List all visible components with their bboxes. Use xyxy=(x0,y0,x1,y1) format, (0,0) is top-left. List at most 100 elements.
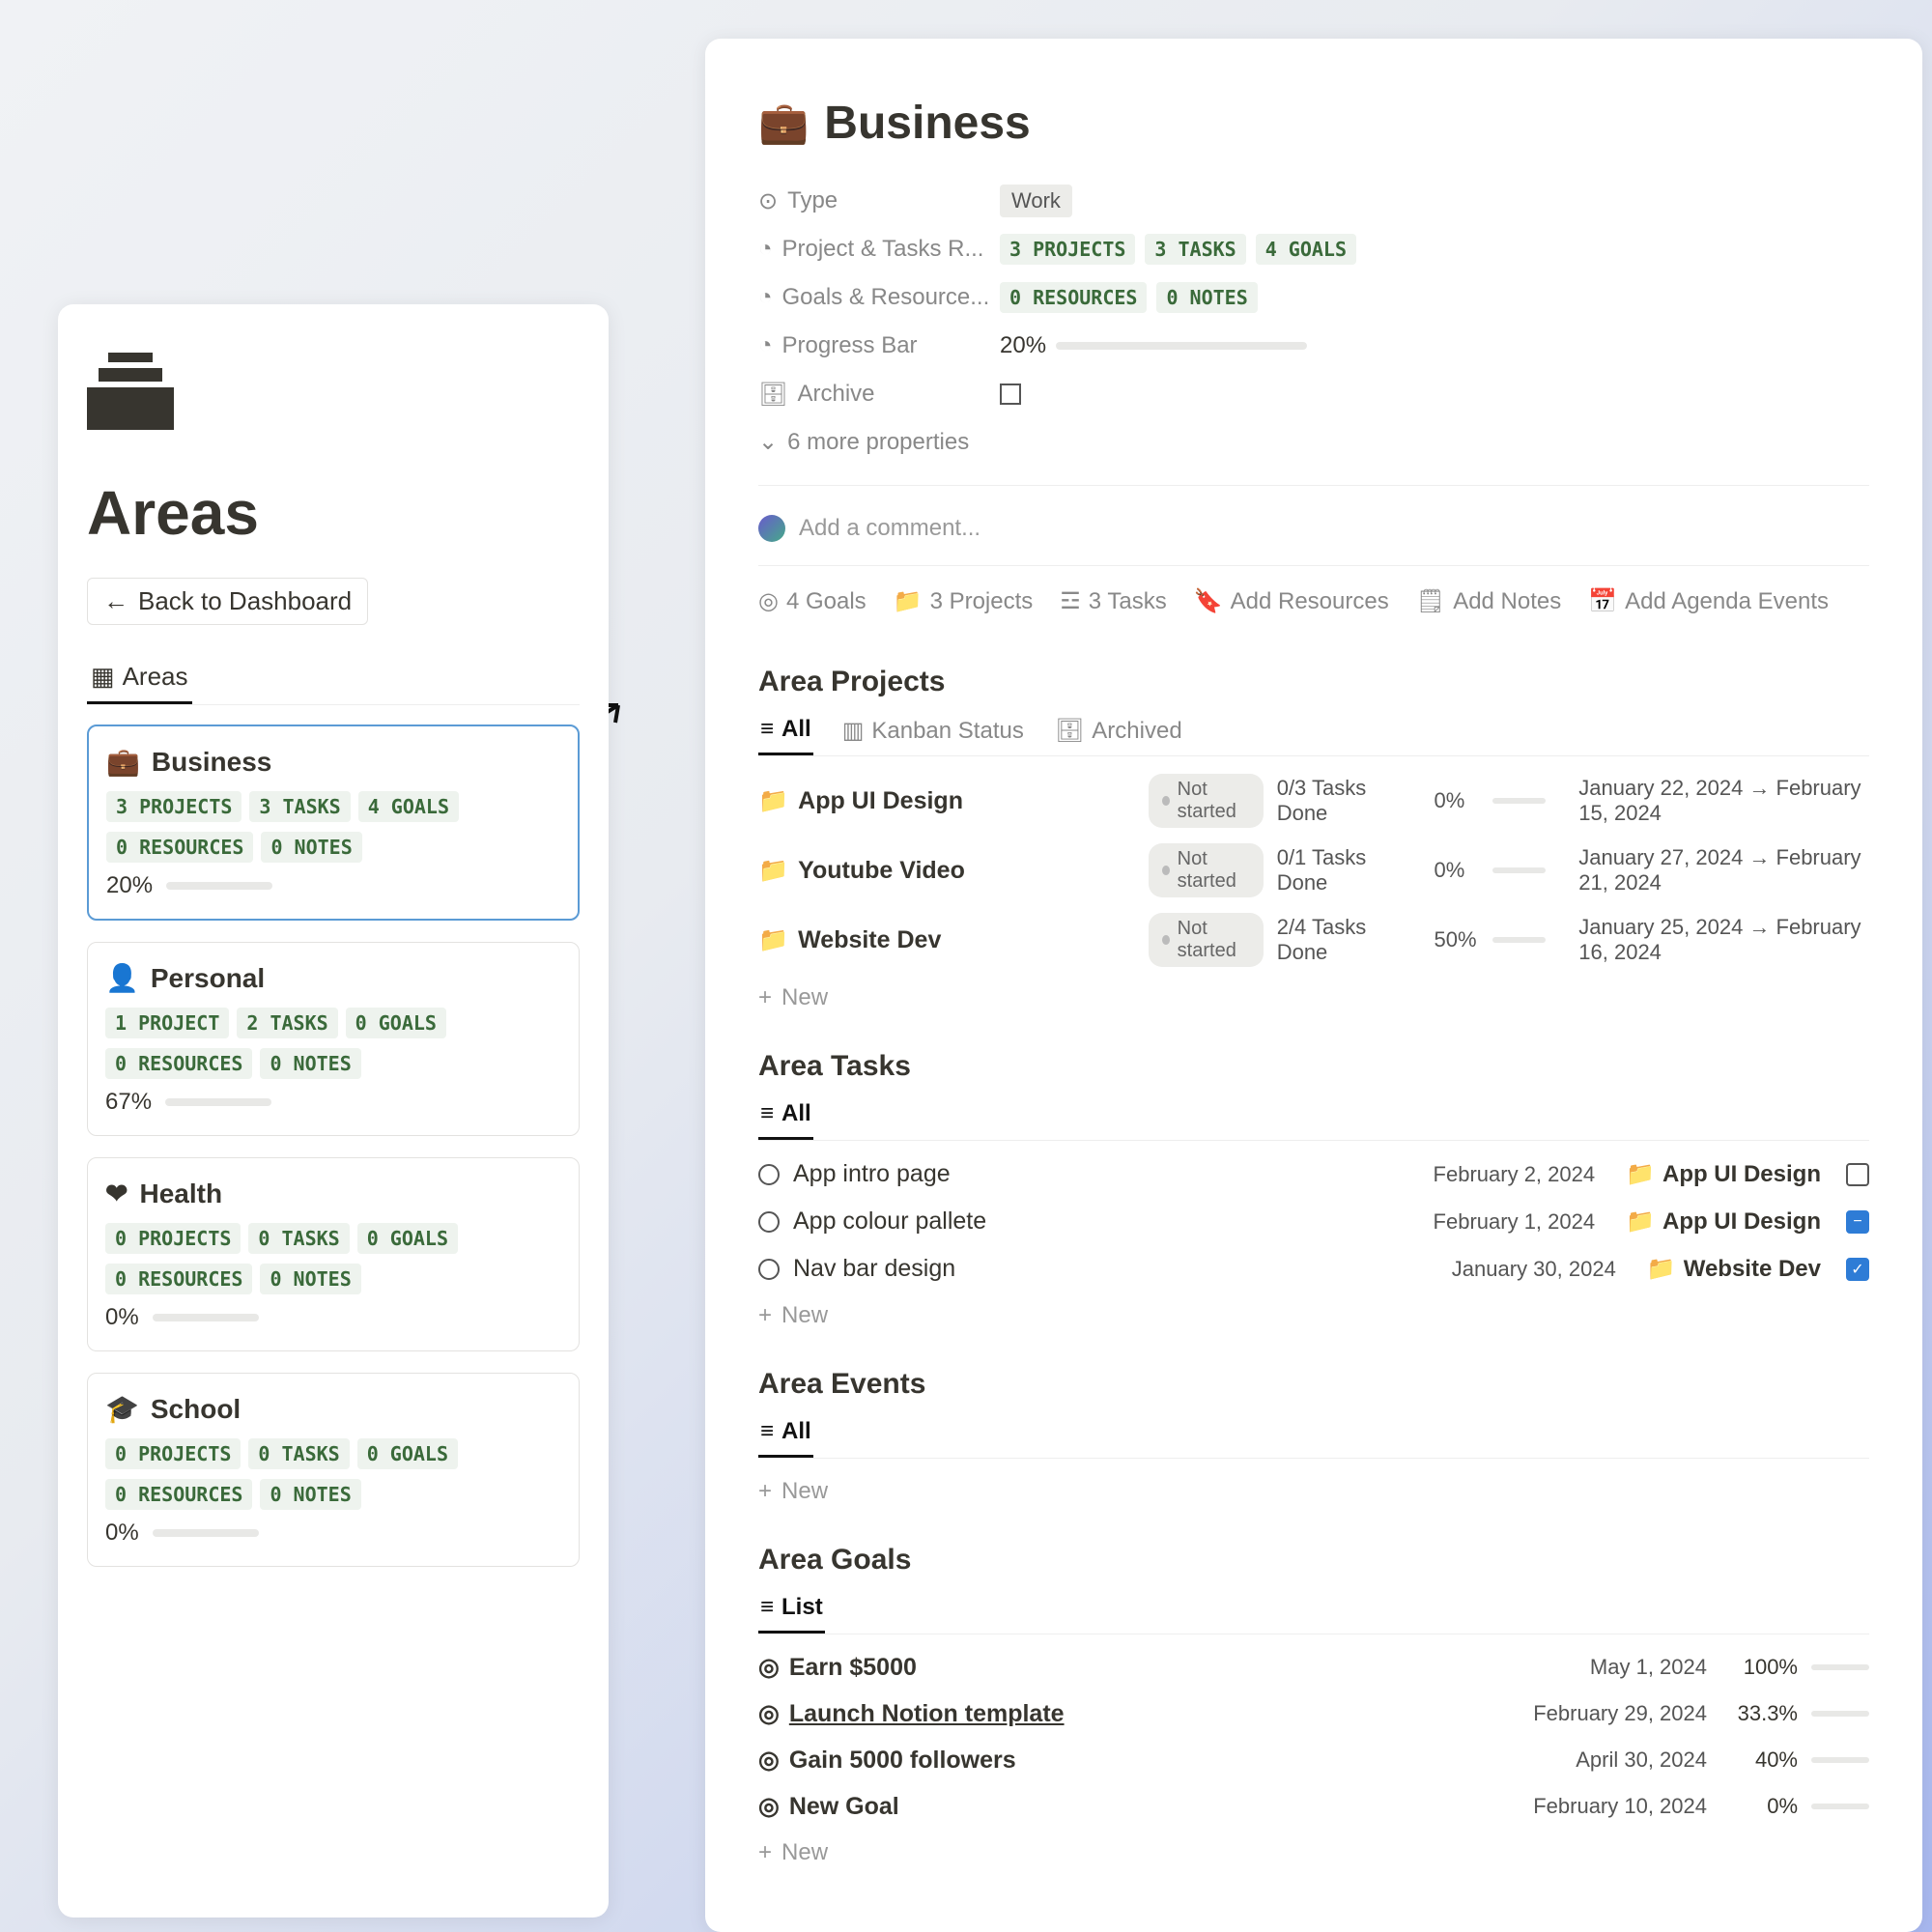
goals-new[interactable]: +New xyxy=(758,1830,1869,1876)
task-project[interactable]: 📁App UI Design xyxy=(1626,1208,1821,1236)
status-badge: Not started xyxy=(1149,774,1264,828)
stat-badge: 0 TASKS xyxy=(248,1223,349,1254)
goal-date: February 10, 2024 xyxy=(1485,1794,1707,1819)
checkbox[interactable]: ✓ xyxy=(1846,1258,1869,1281)
avatar xyxy=(758,515,785,542)
stat-badge: 0 RESOURCES xyxy=(105,1048,252,1079)
pct: 0% xyxy=(1434,788,1479,813)
areas-title: Areas xyxy=(87,477,580,549)
stat-badge: 4 GOALS xyxy=(1256,234,1356,265)
add-comment-row[interactable]: Add a comment... xyxy=(758,505,1869,566)
folder-icon: 📁 xyxy=(1626,1208,1655,1236)
stat-badge: 4 GOALS xyxy=(358,791,459,822)
area-card[interactable]: 👤Personal 1 PROJECT2 TASKS0 GOALS0 RESOU… xyxy=(87,942,580,1136)
date-range: January 25, 2024 → February 16, 2024 xyxy=(1578,915,1869,965)
projects-new[interactable]: +New xyxy=(758,975,1869,1021)
area-card[interactable]: 💼 Business 3 PROJECTS3 TASKS 4 GOALS 0 RESO… xyxy=(87,724,580,921)
quick-link[interactable]: 🗒Add Notes xyxy=(1416,587,1562,615)
quick-link[interactable]: 📁3 Projects xyxy=(894,587,1034,615)
events-new[interactable]: +New xyxy=(758,1468,1869,1515)
card-icon: 👤 xyxy=(105,962,139,994)
goal-row[interactable]: ◎Launch Notion template February 29, 202… xyxy=(758,1690,1869,1737)
tab-areas-label: Areas xyxy=(123,662,188,692)
area-card[interactable]: 🎓School 0 PROJECTS0 TASKS0 GOALS0 RESOUR… xyxy=(87,1373,580,1567)
comment-placeholder: Add a comment... xyxy=(799,515,980,542)
prop-progress[interactable]: ◔Progress Bar 20% xyxy=(758,322,1869,370)
section-tab[interactable]: 🗄Archived xyxy=(1053,706,1184,755)
status-circle[interactable] xyxy=(758,1259,780,1280)
tab-areas[interactable]: ▦ Areas xyxy=(87,652,192,704)
goal-row[interactable]: ◎Gain 5000 followers April 30, 2024 40% xyxy=(758,1737,1869,1783)
section-tab[interactable]: ≡List xyxy=(758,1584,825,1634)
business-title: Business xyxy=(824,97,1030,150)
prop-archive[interactable]: 🗄Archive xyxy=(758,370,1869,418)
gallery-icon: ▦ xyxy=(91,662,115,692)
stat-badge: 0 RESOURCES xyxy=(105,1264,252,1294)
page-properties: ⊙Type Work ◔Project & Tasks R... 3 PROJE… xyxy=(758,177,1869,466)
tab-icon: ▥ xyxy=(842,717,865,745)
checkbox[interactable]: − xyxy=(1846,1210,1869,1234)
folder-icon: 📁 xyxy=(758,787,788,815)
area-goals-title: Area Goals xyxy=(758,1544,1869,1577)
stat-badge: 0 TASKS xyxy=(248,1438,349,1469)
stat-badge: 0 GOALS xyxy=(357,1223,458,1254)
card-name: Business xyxy=(152,747,272,778)
stat-badge: 0 RESOURCES xyxy=(1000,282,1147,313)
prop-type[interactable]: ⊙Type Work xyxy=(758,177,1869,225)
goal-row[interactable]: ◎Earn $5000 May 1, 2024 100% xyxy=(758,1644,1869,1690)
prop-project-tasks[interactable]: ◔Project & Tasks R... 3 PROJECTS3 TASKS4… xyxy=(758,225,1869,273)
tasks-new[interactable]: +New xyxy=(758,1293,1869,1339)
section-tab[interactable]: ≡All xyxy=(758,1091,813,1140)
goal-pct: 33.3% xyxy=(1720,1701,1798,1726)
goal-row[interactable]: ◎New Goal February 10, 2024 0% xyxy=(758,1783,1869,1830)
status-circle[interactable] xyxy=(758,1211,780,1233)
task-row[interactable]: Nav bar design January 30, 2024 📁Website… xyxy=(758,1245,1869,1293)
stat-badge: 3 PROJECTS xyxy=(106,791,242,822)
chevron-down-icon: ⌄ xyxy=(758,428,778,456)
project-row[interactable]: 📁Youtube Video Not started 0/1 Tasks Don… xyxy=(758,836,1869,905)
task-row[interactable]: App colour pallete February 1, 2024 📁App… xyxy=(758,1198,1869,1245)
stat-badge: 0 RESOURCES xyxy=(106,832,253,863)
status-circle[interactable] xyxy=(758,1164,780,1185)
archive-checkbox[interactable] xyxy=(1000,384,1021,405)
area-card[interactable]: ❤Health 0 PROJECTS0 TASKS0 GOALS0 RESOUR… xyxy=(87,1157,580,1351)
pct: 50% xyxy=(1434,927,1479,952)
section-tab[interactable]: ≡All xyxy=(758,706,813,755)
area-events-title: Area Events xyxy=(758,1368,1869,1401)
back-to-dashboard-button[interactable]: ← Back to Dashboard xyxy=(87,578,368,625)
quick-link[interactable]: ☲3 Tasks xyxy=(1060,587,1166,615)
status-badge: Not started xyxy=(1149,843,1264,897)
areas-big-icon xyxy=(87,353,580,448)
card-icon: ❤ xyxy=(105,1178,128,1209)
stat-badge: 3 TASKS xyxy=(249,791,350,822)
section-tab[interactable]: ▥Kanban Status xyxy=(840,706,1026,755)
stat-badge: 1 PROJECT xyxy=(105,1008,229,1038)
goal-date: February 29, 2024 xyxy=(1485,1701,1707,1726)
prop-goals-resources[interactable]: ◔Goals & Resource... 0 RESOURCES0 NOTES xyxy=(758,273,1869,322)
task-project[interactable]: 📁App UI Design xyxy=(1626,1160,1821,1188)
briefcase-icon: 💼 xyxy=(758,99,809,147)
quick-link[interactable]: 📅Add Agenda Events xyxy=(1588,587,1829,615)
tasks-done: 0/1 Tasks Done xyxy=(1277,845,1421,895)
checkbox[interactable] xyxy=(1846,1163,1869,1186)
pill-icon: 🗒 xyxy=(1416,587,1445,615)
project-row[interactable]: 📁Website Dev Not started 2/4 Tasks Done … xyxy=(758,905,1869,975)
section-tab[interactable]: ≡All xyxy=(758,1408,813,1458)
more-properties-toggle[interactable]: ⌄ 6 more properties xyxy=(758,418,1869,466)
folder-icon: 📁 xyxy=(758,926,788,954)
stat-badge: 3 PROJECTS xyxy=(1000,234,1135,265)
task-row[interactable]: App intro page February 2, 2024 📁App UI … xyxy=(758,1151,1869,1198)
arrow-left-icon: ← xyxy=(103,586,128,616)
events-tabs: ≡All xyxy=(758,1408,1869,1459)
goal-pct: 40% xyxy=(1720,1747,1798,1773)
stat-badge: 0 NOTES xyxy=(260,1479,360,1510)
type-tag: Work xyxy=(1000,185,1072,217)
stat-badge: 2 TASKS xyxy=(237,1008,337,1038)
task-project[interactable]: 📁Website Dev xyxy=(1647,1255,1821,1283)
project-row[interactable]: 📁App UI Design Not started 0/3 Tasks Don… xyxy=(758,766,1869,836)
quick-link[interactable]: 🔖Add Resources xyxy=(1194,587,1389,615)
progress-pct: 20% xyxy=(1000,332,1046,359)
card-icon: 💼 xyxy=(106,746,140,778)
stat-badge: 0 RESOURCES xyxy=(105,1479,252,1510)
quick-link[interactable]: ◎4 Goals xyxy=(758,587,867,615)
